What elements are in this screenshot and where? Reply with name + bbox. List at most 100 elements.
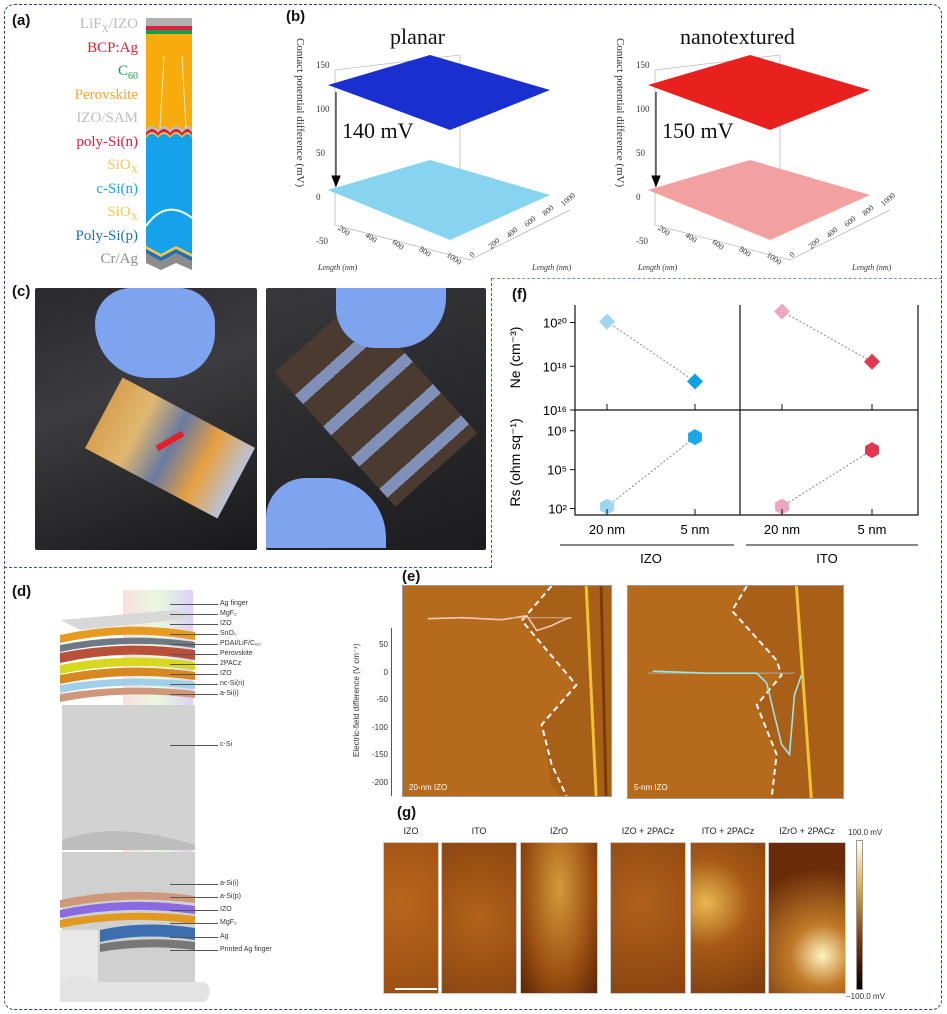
panel-label-g: (g): [397, 804, 417, 821]
layer-label: Cr/Ag: [101, 251, 139, 268]
layer-name-suffix: /IZO: [108, 16, 138, 32]
y-tick-label: -200: [371, 777, 388, 787]
device-exploded-diagram: [60, 590, 210, 1002]
plot-title: planar: [390, 24, 445, 49]
layer-name: c-Si(n): [96, 180, 138, 197]
group-label: ITO: [816, 551, 837, 566]
layer-name: SiO: [107, 157, 131, 173]
leader-line: [170, 674, 218, 675]
data-point-ito-20nm: [774, 303, 790, 320]
x-tick-label: 20 nm: [764, 522, 800, 537]
scale-bar: [395, 988, 437, 990]
surface-bottom: [328, 160, 550, 240]
x-axis-label: Length (nm): [318, 263, 358, 272]
kpfm-map: [520, 842, 598, 994]
colorbar-min: −100.0 mV: [846, 992, 885, 1001]
chart-axes: [574, 305, 919, 516]
panel-label-a: (a): [12, 12, 31, 29]
layer-label: SiOX: [107, 157, 138, 176]
image-title: IZrO: [550, 826, 568, 836]
y-axis-label: Length (nm): [532, 263, 572, 272]
leader-line: [170, 684, 218, 685]
leader-line: [170, 884, 218, 885]
layer-label: 2PACz: [220, 660, 242, 667]
layer-label: LiFX/IZO: [80, 16, 138, 35]
layer-label: IZO/SAM: [76, 110, 138, 127]
layer-labels: LiFX/IZO BCP:Ag C60 Perovskite IZO/SAM poly-S…: [20, 16, 138, 276]
y-tick-label: 10⁵: [547, 463, 567, 478]
y-axis-label: Rs (ohm sq⁻¹): [507, 418, 523, 506]
x-tick-label: 20 nm: [589, 522, 625, 537]
kpfm-map: [610, 842, 686, 994]
y-tick-label: -100: [371, 722, 388, 732]
leader-line: [170, 923, 218, 924]
surface-plot-3d: [328, 54, 570, 261]
leader-line: [170, 604, 218, 605]
image-title: ITO + 2PACz: [701, 826, 755, 836]
z-tick: 100: [316, 104, 330, 114]
image-title: IZO: [403, 826, 419, 836]
x-axis-label: Length (nm): [638, 263, 678, 272]
layer-label: c-Si: [220, 741, 233, 748]
y-tick-label: 10⁸: [547, 424, 567, 439]
kpfm-map: [690, 842, 766, 994]
layer-name: LiF: [79, 16, 102, 32]
photo-flexible-cell-2: [266, 288, 486, 550]
colorbar-max: 100.0 mV: [848, 828, 883, 837]
layer-name: C: [117, 63, 128, 79]
gloved-hand: [336, 288, 446, 348]
leader-line: [170, 654, 218, 655]
image-caption: 20-nm IZO: [409, 783, 448, 792]
leader-line: [170, 937, 218, 938]
layer-name: IZO/SAM: [76, 110, 138, 126]
layer-label: MgF₂: [220, 919, 237, 926]
surface-top: [328, 55, 550, 130]
layer-label: IZO: [220, 620, 232, 627]
x-tick-label: 5 nm: [681, 522, 710, 537]
z-tick: 150: [636, 60, 650, 70]
data-point-izo-20nm: [600, 498, 614, 515]
layer-name: Perovskite: [74, 86, 138, 103]
layer-label: c-Si(n): [96, 181, 138, 198]
y-tick-label: 50: [379, 640, 388, 649]
kpfm-image-5nm-izo: [627, 585, 844, 799]
arrow-icon: [651, 92, 661, 188]
z-tick: 0: [636, 192, 641, 202]
layer-stack-diagram: [146, 18, 192, 270]
layer-label: Poly-Si(p): [75, 228, 138, 245]
y-tick-label: -150: [371, 750, 388, 759]
y-tick-label: 10²⁰: [543, 316, 567, 331]
x-tick-label: 5 nm: [858, 522, 887, 537]
e-y-axis-label: Electric-field difference (V cm⁻¹): [352, 643, 361, 757]
surface-plot-3d: [648, 54, 890, 261]
leader-line: [170, 910, 218, 911]
z-tick: -50: [636, 236, 648, 246]
y-tick-label: -50: [376, 695, 388, 704]
leader-line: [170, 634, 218, 635]
z-tick: 150: [316, 60, 330, 70]
layer-label: BCP:Ag: [87, 40, 138, 57]
z-axis-label: Contact potential difference (mV): [294, 38, 306, 188]
y-tick-label: 10¹⁶: [543, 403, 567, 418]
photo-flexible-cell-1: [35, 288, 257, 550]
leader-line: [170, 897, 218, 898]
kpfm-image-20nm-izo: [402, 585, 612, 797]
y-tick-label: 0: [383, 667, 388, 677]
layer-label: IZO: [220, 906, 232, 913]
leader-line: [170, 950, 218, 951]
panel-label-b: (b): [286, 8, 306, 25]
image-title: IZrO + 2PACz: [779, 826, 835, 836]
layer-label: SnO₂: [220, 630, 237, 637]
data-point-izo-5nm: [688, 429, 702, 446]
layer-label: Perovskite: [220, 650, 253, 657]
image-caption: 5-nm IZO: [634, 783, 668, 792]
layer-label: Ag: [220, 933, 229, 940]
y-tick-label: 10²: [548, 502, 567, 517]
layer-label: a-Si(i): [220, 880, 239, 887]
kpfm-map: [768, 842, 846, 994]
leader-line: [170, 614, 218, 615]
divider: [4, 567, 492, 568]
group-label: IZO: [640, 551, 662, 566]
layer-subscript: X: [130, 165, 138, 176]
leader-line: [170, 745, 218, 746]
